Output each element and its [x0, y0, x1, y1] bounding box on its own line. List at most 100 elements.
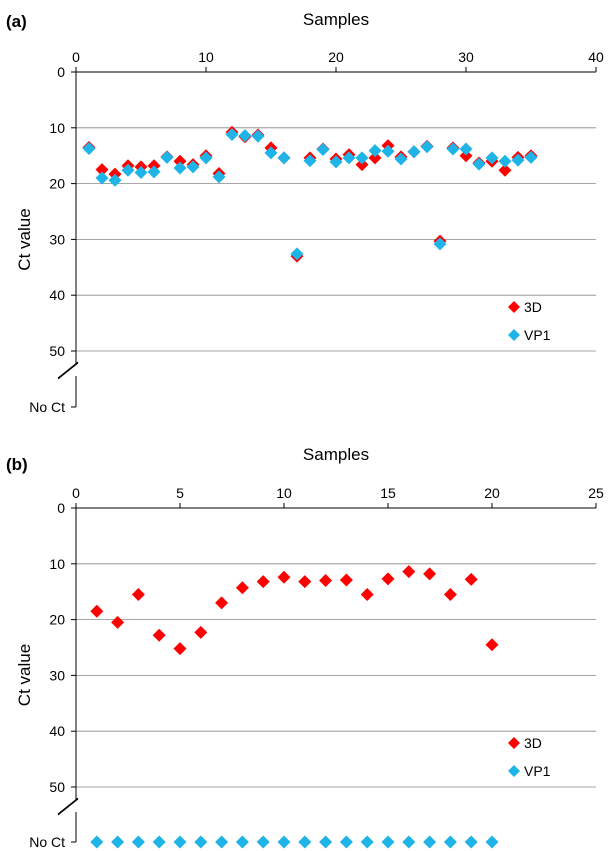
- point-3d: [298, 575, 312, 589]
- point-3d: [319, 574, 333, 588]
- point-vp1-no-ct: [215, 835, 229, 849]
- y-tick-label: 30: [49, 667, 65, 683]
- point-vp1: [342, 151, 356, 165]
- point-3d: [464, 572, 478, 586]
- point-vp1: [524, 150, 538, 164]
- point-3d: [339, 573, 353, 587]
- point-vp1: [290, 247, 304, 261]
- point-vp1-no-ct: [298, 835, 312, 849]
- y-tick-label: 40: [49, 287, 65, 303]
- chart-panel-b: (b) Samples Ct value 0 5 10 15 20 25 0 10 20 30 40 50 N…: [6, 445, 604, 850]
- no-ct-tick-label: No Ct: [29, 399, 65, 415]
- point-vp1-no-ct: [256, 835, 270, 849]
- point-vp1: [95, 171, 109, 185]
- x-tick-label: 10: [198, 49, 214, 65]
- point-3d: [355, 158, 369, 172]
- x-tick-label: 5: [176, 485, 184, 501]
- point-3d: [194, 625, 208, 639]
- y-tick-label: 20: [49, 612, 65, 628]
- point-vp1-no-ct: [111, 835, 125, 849]
- y-tick-label: 10: [49, 556, 65, 572]
- x-tick-label: 40: [588, 49, 604, 65]
- point-3d: [459, 149, 473, 163]
- y-tick-label: 0: [57, 500, 65, 516]
- point-vp1-no-ct: [131, 835, 145, 849]
- point-vp1: [407, 145, 421, 159]
- y-tick-label: 40: [49, 723, 65, 739]
- point-3d: [111, 615, 125, 629]
- point-vp1-no-ct: [464, 835, 478, 849]
- y-tick-label: 50: [49, 779, 65, 795]
- x-tick-label: 0: [72, 49, 80, 65]
- point-vp1: [485, 151, 499, 165]
- point-vp1: [251, 129, 265, 143]
- axis-break-mark: [57, 362, 79, 380]
- axis-break-mark: [57, 361, 79, 379]
- point-vp1: [238, 129, 252, 143]
- x-tick-label: 20: [328, 49, 344, 65]
- point-vp1: [511, 153, 525, 167]
- y-tick-label: 10: [49, 120, 65, 136]
- point-3d: [95, 163, 109, 177]
- point-vp1-no-ct: [90, 835, 104, 849]
- point-vp1: [212, 170, 226, 184]
- point-3d: [402, 565, 416, 579]
- point-3d: [173, 154, 187, 168]
- point-vp1-no-ct: [173, 835, 187, 849]
- point-vp1: [147, 165, 161, 179]
- point-vp1-no-ct: [319, 835, 333, 849]
- point-3d: [381, 572, 395, 586]
- x-axis-title: Samples: [303, 10, 369, 29]
- point-vp1: [355, 151, 369, 165]
- point-vp1: [381, 144, 395, 158]
- point-vp1: [368, 144, 382, 158]
- point-3d: [485, 638, 499, 652]
- point-vp1-no-ct: [423, 835, 437, 849]
- point-3d: [277, 570, 291, 584]
- legend-label-3d: 3D: [524, 299, 542, 315]
- point-3d: [256, 575, 270, 589]
- axis-break-mark: [57, 797, 79, 815]
- point-vp1-no-ct: [485, 835, 499, 849]
- point-vp1: [134, 165, 148, 179]
- point-vp1: [108, 173, 122, 187]
- x-tick-label: 25: [588, 485, 604, 501]
- chart-panel-a: (a) Samples Ct value 0 10 20 30 40 0 10 20 30 40 50 No…: [6, 10, 604, 415]
- point-vp1: [329, 155, 343, 169]
- point-vp1-no-ct: [194, 835, 208, 849]
- point-vp1: [160, 150, 174, 164]
- x-tick-label: 30: [458, 49, 474, 65]
- point-vp1: [186, 160, 200, 174]
- y-tick-label: 0: [57, 64, 65, 80]
- point-vp1: [173, 161, 187, 175]
- panel-label: (b): [6, 455, 28, 474]
- legend-marker-3d: [508, 737, 520, 749]
- legend-label-vp1: VP1: [524, 763, 551, 779]
- y-tick-label: 30: [49, 231, 65, 247]
- point-vp1-no-ct: [339, 835, 353, 849]
- point-3d: [131, 587, 145, 601]
- point-vp1-no-ct: [443, 835, 457, 849]
- point-vp1-no-ct: [277, 835, 291, 849]
- x-tick-label: 10: [276, 485, 292, 501]
- point-vp1: [472, 157, 486, 171]
- no-ct-tick-label: No Ct: [29, 834, 65, 850]
- point-vp1: [82, 141, 96, 155]
- point-vp1: [225, 127, 239, 141]
- point-3d: [173, 642, 187, 656]
- point-3d: [423, 567, 437, 581]
- x-tick-label: 0: [72, 485, 80, 501]
- point-vp1-no-ct: [235, 835, 249, 849]
- legend-label-3d: 3D: [524, 735, 542, 751]
- point-vp1-no-ct: [152, 835, 166, 849]
- point-vp1-no-ct: [360, 835, 374, 849]
- x-tick-label: 20: [484, 485, 500, 501]
- y-tick-label: 20: [49, 176, 65, 192]
- point-3d: [235, 581, 249, 595]
- x-axis-title: Samples: [303, 445, 369, 464]
- y-tick-label: 50: [49, 343, 65, 359]
- point-vp1-no-ct: [381, 835, 395, 849]
- point-3d: [215, 596, 229, 610]
- point-vp1: [394, 152, 408, 166]
